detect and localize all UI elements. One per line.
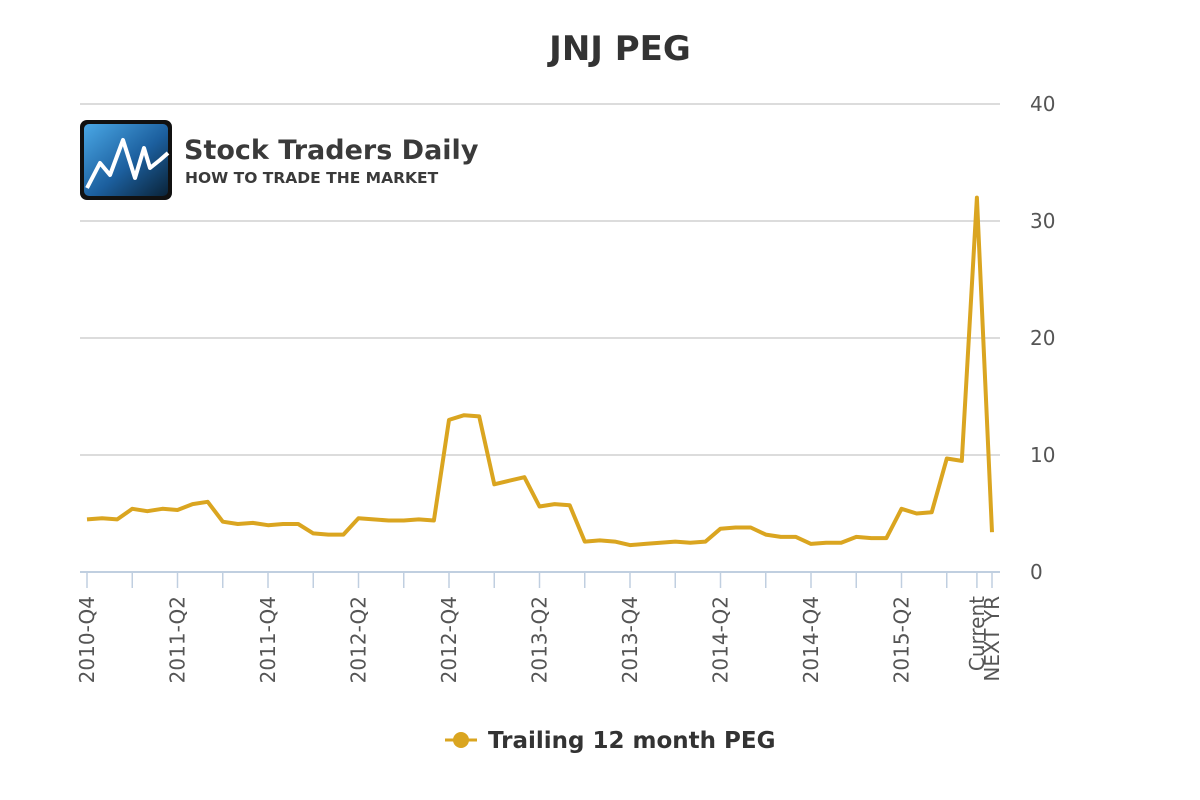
y-axis: 0 10 20 30 40 (1030, 92, 1055, 584)
x-axis: 2010-Q4 2011-Q2 2011-Q4 2012-Q2 2012-Q4 2013-… (75, 571, 1004, 683)
y-tick-label: 0 (1030, 560, 1043, 584)
x-tick-label: 2013-Q4 (618, 596, 642, 683)
x-tick-label: 2010-Q4 (75, 596, 99, 683)
legend-label[interactable]: Trailing 12 month PEG (488, 728, 776, 754)
y-tick-label: 30 (1030, 209, 1055, 233)
x-tick-label: 2012-Q2 (347, 596, 371, 683)
x-tick-label: 2011-Q4 (256, 596, 280, 683)
x-tick-label: 2015-Q2 (890, 596, 914, 683)
x-tick-label: 2013-Q2 (528, 596, 552, 683)
legend-point-marker (453, 732, 469, 748)
x-tick-label: NEXT YR (980, 596, 1004, 682)
x-tick-label: 2012-Q4 (437, 596, 461, 683)
logo-icon (84, 124, 168, 196)
stock-traders-daily-logo: Stock Traders Daily HOW TO TRADE THE MAR… (80, 120, 479, 200)
x-tick-label: 2011-Q2 (166, 596, 190, 683)
legend[interactable]: Trailing 12 month PEG (445, 728, 776, 754)
y-tick-label: 40 (1030, 92, 1055, 116)
logo-chart-icon (85, 138, 170, 189)
logo-tagline-text: HOW TO TRADE THE MARKET (185, 169, 439, 187)
series-layer (86, 195, 994, 548)
x-tick-label: Current (965, 596, 989, 671)
x-tick-label: 2014-Q4 (799, 596, 823, 683)
series-line-trailing-12-month-peg[interactable] (86, 195, 994, 548)
logo-brand-text: Stock Traders Daily (184, 135, 479, 166)
y-tick-label: 10 (1030, 443, 1055, 467)
x-tick-label: 2014-Q2 (709, 596, 733, 683)
gridlines (80, 103, 1000, 456)
y-tick-label: 20 (1030, 326, 1055, 350)
chart-title: JNJ PEG (547, 29, 691, 69)
